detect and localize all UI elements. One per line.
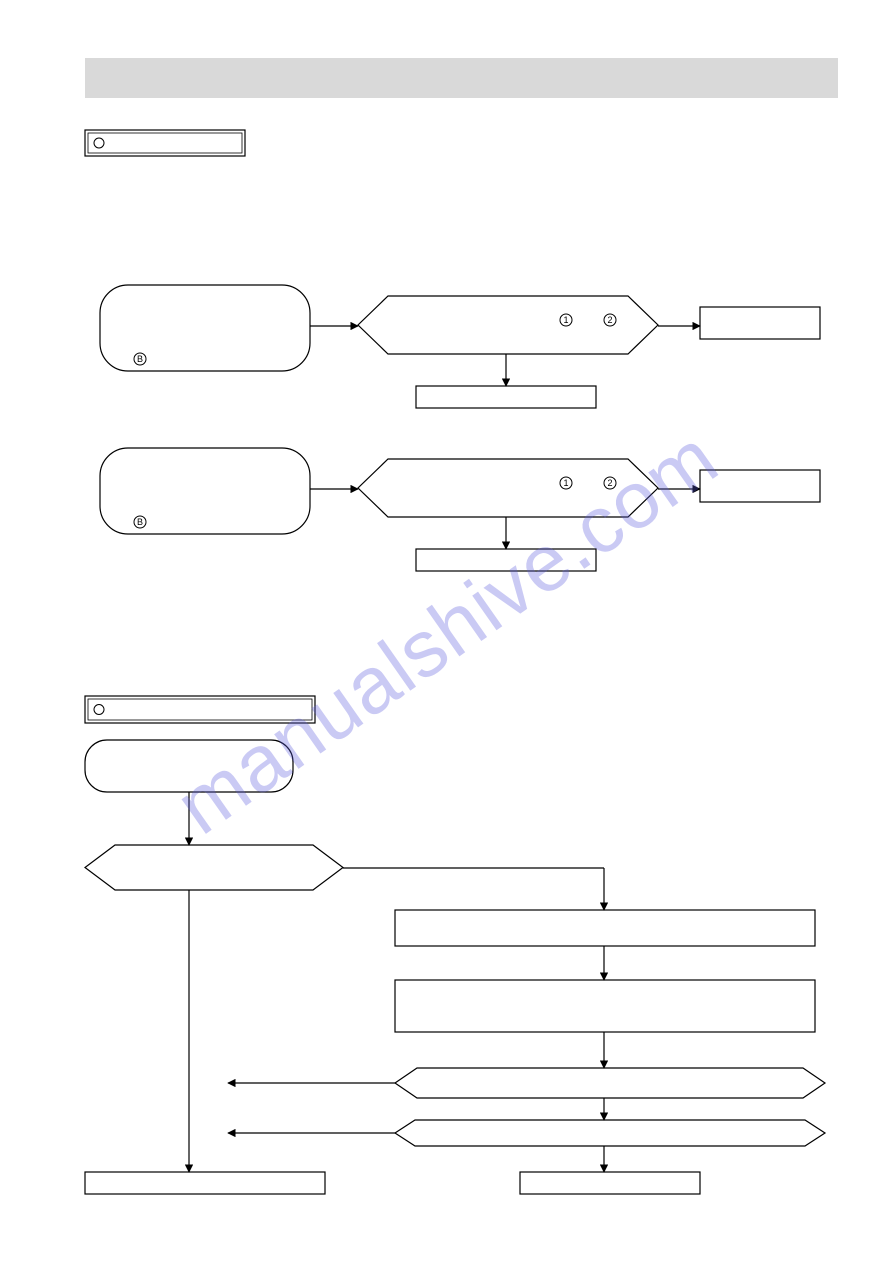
title-box-outer <box>85 696 315 723</box>
process-node <box>416 549 596 571</box>
title-box-outer <box>85 130 245 156</box>
process-node <box>416 386 596 408</box>
diagram-canvas: B 1 2 B 1 2 <box>0 0 893 1263</box>
process-node <box>700 470 820 502</box>
start-node <box>85 740 293 792</box>
process-node <box>395 910 815 946</box>
marker-label: B <box>137 517 143 527</box>
header-bar <box>85 58 838 98</box>
decision-node <box>395 1120 825 1146</box>
process-node <box>700 307 820 339</box>
process-node <box>520 1172 700 1194</box>
process-node <box>395 980 815 1032</box>
process-node <box>85 1172 325 1194</box>
marker-label: 1 <box>563 478 568 488</box>
decision-node <box>395 1068 825 1098</box>
process-node <box>100 448 310 534</box>
marker-label: 2 <box>607 478 612 488</box>
decision-node <box>85 845 343 890</box>
marker-label: B <box>137 354 143 364</box>
marker-label: 1 <box>563 315 568 325</box>
process-node <box>100 285 310 371</box>
marker-label: 2 <box>607 315 612 325</box>
